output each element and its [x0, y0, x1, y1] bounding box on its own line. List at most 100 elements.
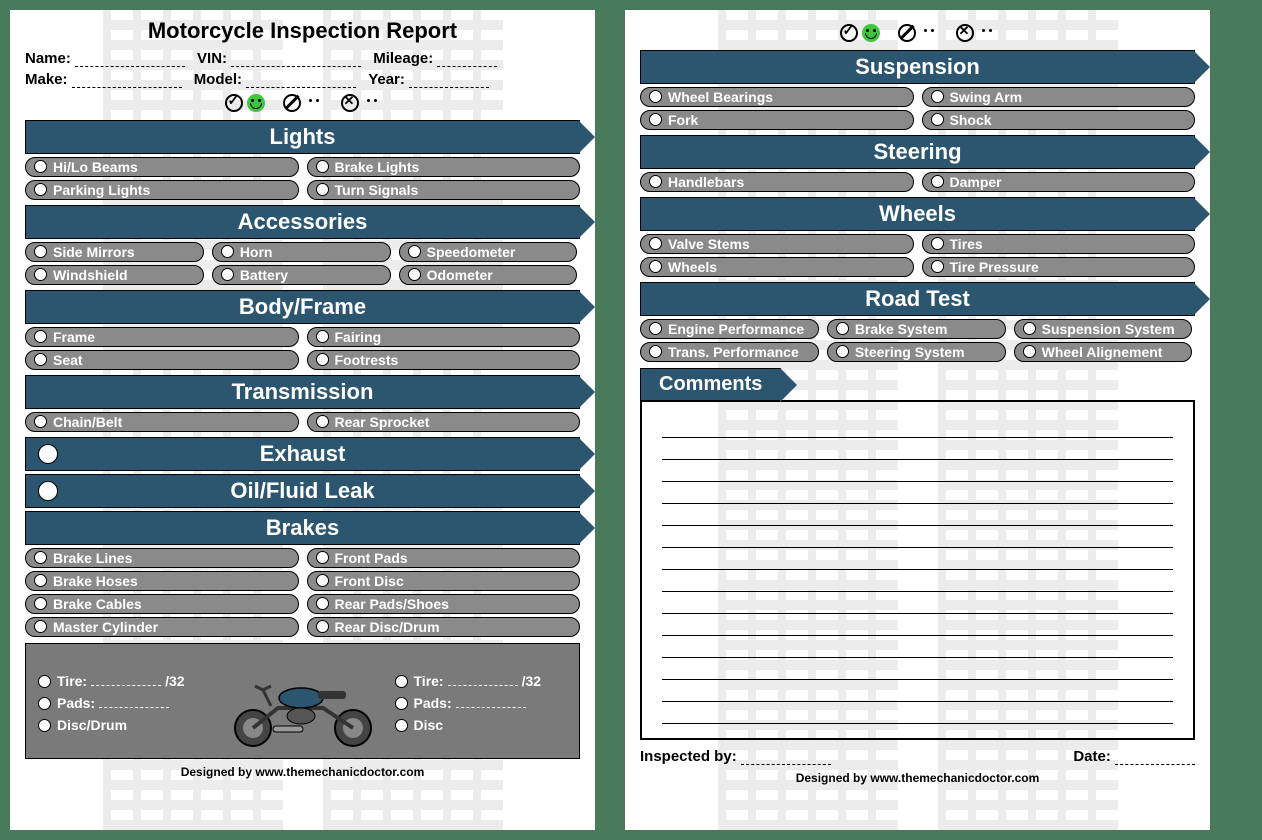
- checklist-item[interactable]: Brake Lines: [25, 548, 299, 568]
- radio-icon[interactable]: [34, 620, 47, 633]
- checklist-item[interactable]: Trans. Performance: [640, 342, 819, 362]
- info-field[interactable]: Year:: [368, 71, 489, 88]
- info-field[interactable]: Model:: [194, 71, 357, 88]
- radio-icon[interactable]: [34, 597, 47, 610]
- radio-icon[interactable]: [931, 260, 944, 273]
- radio-icon[interactable]: [931, 90, 944, 103]
- radio-icon[interactable]: [649, 322, 662, 335]
- comment-line[interactable]: [662, 614, 1173, 636]
- comment-line[interactable]: [662, 460, 1173, 482]
- checklist-item[interactable]: Wheel Bearings: [640, 87, 914, 107]
- checklist-item[interactable]: Parking Lights: [25, 180, 299, 200]
- comment-line[interactable]: [662, 438, 1173, 460]
- radio-icon[interactable]: [34, 574, 47, 587]
- radio-icon[interactable]: [38, 719, 51, 732]
- radio-icon[interactable]: [1023, 345, 1036, 358]
- info-field[interactable]: VIN:: [197, 50, 361, 67]
- radio-icon[interactable]: [316, 330, 329, 343]
- checklist-item[interactable]: Fairing: [307, 327, 581, 347]
- radio-icon[interactable]: [649, 90, 662, 103]
- radio-icon[interactable]: [316, 353, 329, 366]
- checklist-item[interactable]: Steering System: [827, 342, 1006, 362]
- radio-icon[interactable]: [395, 719, 408, 732]
- checklist-item[interactable]: Tires: [922, 234, 1196, 254]
- checklist-item[interactable]: Brake Cables: [25, 594, 299, 614]
- checklist-item[interactable]: Damper: [922, 172, 1196, 192]
- checklist-item[interactable]: Footrests: [307, 350, 581, 370]
- radio-icon[interactable]: [408, 268, 421, 281]
- checklist-item[interactable]: Wheel Alignement: [1014, 342, 1193, 362]
- tire-row[interactable]: Tire:/32: [38, 673, 211, 689]
- radio-icon[interactable]: [221, 268, 234, 281]
- radio-icon[interactable]: [34, 353, 47, 366]
- radio-icon[interactable]: [34, 551, 47, 564]
- info-field[interactable]: Make:: [25, 71, 182, 88]
- checklist-item[interactable]: Swing Arm: [922, 87, 1196, 107]
- radio-icon[interactable]: [316, 574, 329, 587]
- radio-icon[interactable]: [316, 597, 329, 610]
- radio-icon[interactable]: [34, 160, 47, 173]
- checklist-item[interactable]: Horn: [212, 242, 391, 262]
- radio-icon[interactable]: [34, 415, 47, 428]
- checklist-item[interactable]: Fork: [640, 110, 914, 130]
- tire-row[interactable]: Pads:: [38, 695, 211, 711]
- radio-icon[interactable]: [316, 551, 329, 564]
- radio-icon[interactable]: [34, 183, 47, 196]
- radio-icon[interactable]: [316, 160, 329, 173]
- radio-icon[interactable]: [34, 245, 47, 258]
- checklist-item[interactable]: Wheels: [640, 257, 914, 277]
- checklist-item[interactable]: Valve Stems: [640, 234, 914, 254]
- checklist-item[interactable]: Shock: [922, 110, 1196, 130]
- radio-icon[interactable]: [649, 113, 662, 126]
- radio-icon[interactable]: [395, 675, 408, 688]
- radio-icon[interactable]: [649, 345, 662, 358]
- radio-icon[interactable]: [931, 175, 944, 188]
- radio-icon[interactable]: [1023, 322, 1036, 335]
- checklist-item[interactable]: Side Mirrors: [25, 242, 204, 262]
- comment-line[interactable]: [662, 416, 1173, 438]
- checklist-item[interactable]: Front Pads: [307, 548, 581, 568]
- checklist-item[interactable]: Brake System: [827, 319, 1006, 339]
- info-field[interactable]: Mileage:: [373, 50, 497, 67]
- checklist-item[interactable]: Odometer: [399, 265, 578, 285]
- checklist-item[interactable]: Handlebars: [640, 172, 914, 192]
- radio-icon[interactable]: [649, 237, 662, 250]
- checklist-item[interactable]: Speedometer: [399, 242, 578, 262]
- tire-row[interactable]: Pads:: [395, 695, 568, 711]
- checklist-item[interactable]: Front Disc: [307, 571, 581, 591]
- radio-icon[interactable]: [395, 697, 408, 710]
- comment-line[interactable]: [662, 658, 1173, 680]
- comment-line[interactable]: [662, 548, 1173, 570]
- radio-icon[interactable]: [34, 330, 47, 343]
- comment-line[interactable]: [662, 526, 1173, 548]
- checklist-item[interactable]: Brake Hoses: [25, 571, 299, 591]
- comment-line[interactable]: [662, 504, 1173, 526]
- checklist-item[interactable]: Windshield: [25, 265, 204, 285]
- radio-icon[interactable]: [221, 245, 234, 258]
- checklist-item[interactable]: Brake Lights: [307, 157, 581, 177]
- comment-line[interactable]: [662, 636, 1173, 658]
- radio-icon[interactable]: [316, 415, 329, 428]
- checklist-item[interactable]: Engine Performance: [640, 319, 819, 339]
- radio-icon[interactable]: [34, 268, 47, 281]
- radio-icon[interactable]: [931, 237, 944, 250]
- comment-line[interactable]: [662, 592, 1173, 614]
- checklist-item[interactable]: Rear Disc/Drum: [307, 617, 581, 637]
- checklist-item[interactable]: Hi/Lo Beams: [25, 157, 299, 177]
- checklist-item[interactable]: Battery: [212, 265, 391, 285]
- checklist-item[interactable]: Master Cylinder: [25, 617, 299, 637]
- comment-line[interactable]: [662, 570, 1173, 592]
- tire-row[interactable]: Tire:/32: [395, 673, 568, 689]
- checklist-item[interactable]: Chain/Belt: [25, 412, 299, 432]
- comment-line[interactable]: [662, 702, 1173, 724]
- radio-icon[interactable]: [38, 697, 51, 710]
- radio-icon[interactable]: [316, 620, 329, 633]
- comments-box[interactable]: [640, 400, 1195, 740]
- radio-icon[interactable]: [931, 113, 944, 126]
- radio-icon[interactable]: [649, 175, 662, 188]
- radio-icon[interactable]: [38, 675, 51, 688]
- tire-row[interactable]: Disc/Drum: [38, 717, 211, 733]
- checklist-item[interactable]: Rear Sprocket: [307, 412, 581, 432]
- radio-icon[interactable]: [836, 345, 849, 358]
- checklist-item[interactable]: Turn Signals: [307, 180, 581, 200]
